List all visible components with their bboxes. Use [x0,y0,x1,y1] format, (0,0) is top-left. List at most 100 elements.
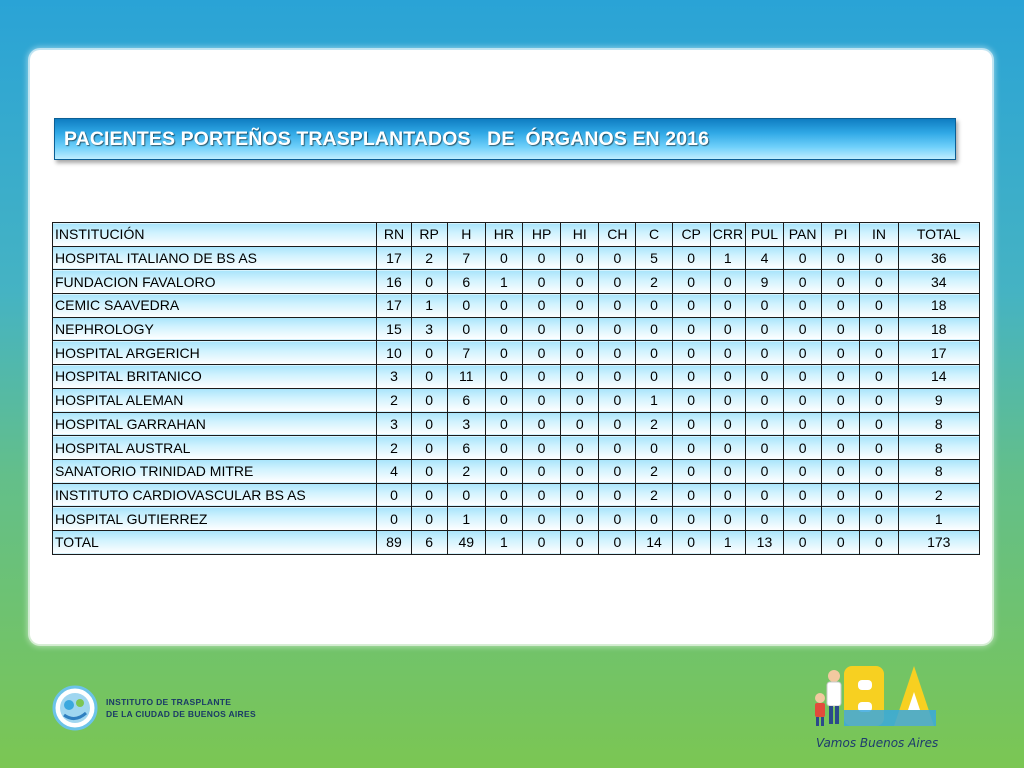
value-cell: 0 [560,293,600,318]
value-cell: 6 [446,435,486,460]
value-cell: 0 [783,293,823,318]
value-cell: 0 [521,482,562,508]
value-cell: 0 [744,458,785,484]
value-cell: 89 [376,529,412,555]
value-cell: 0 [821,364,861,389]
value-cell: 0 [744,506,785,531]
value-cell: 8 [897,411,981,437]
value-cell: 0 [598,364,637,389]
value-cell: 0 [671,506,711,531]
value-cell: 0 [671,269,711,295]
value-cell: 0 [521,435,562,460]
column-header: HP [521,222,562,247]
value-cell: 0 [821,435,861,460]
value-cell: 18 [897,316,981,342]
value-cell: 0 [598,458,637,484]
value-cell: 0 [783,387,823,413]
value-cell: 0 [484,506,523,531]
value-cell: 17 [376,245,412,271]
value-cell: 8 [897,458,981,484]
value-cell: 0 [521,387,562,413]
value-cell: 0 [560,245,600,271]
value-cell: 0 [410,482,448,508]
value-cell: 1 [484,529,523,555]
value-cell: 0 [598,506,637,531]
value-cell: 17 [897,340,981,366]
value-cell: 0 [783,435,823,460]
value-cell: 7 [446,245,486,271]
value-cell: 6 [410,529,448,555]
value-cell: 0 [859,435,899,460]
value-cell: 0 [484,364,523,389]
value-cell: 173 [897,529,981,555]
ba-logo-icon [815,666,936,726]
value-cell: 0 [821,387,861,413]
value-cell: 6 [446,387,486,413]
value-cell: 0 [859,293,899,318]
value-cell: 0 [446,316,486,342]
institution-cell: HOSPITAL BRITANICO [51,364,378,389]
value-cell: 0 [859,411,899,437]
institution-cell: HOSPITAL ARGERICH [51,340,378,366]
value-cell: 0 [821,482,861,508]
column-header: RP [410,222,448,247]
table-row: HOSPITAL BRITANICO 3 0 11 0 0 0 0 0 0 0 0 0 0 0 14 [51,364,981,389]
value-cell: 6 [446,269,486,295]
value-cell: 0 [484,316,523,342]
value-cell: 0 [376,482,412,508]
value-cell: 2 [376,387,412,413]
table-row: HOSPITAL AUSTRAL 2 0 6 0 0 0 0 0 0 0 0 0 0 0 8 [51,435,981,460]
value-cell: 0 [783,340,823,366]
value-cell: 0 [671,364,711,389]
value-cell: 0 [744,435,785,460]
value-cell: 0 [410,340,448,366]
ba-logo: Vamos Buenos Aires [808,654,958,760]
value-cell: 1 [897,506,981,531]
ministry-circle-logo-icon [52,685,98,731]
column-header: HR [484,222,523,247]
value-cell: 5 [635,245,673,271]
value-cell: 0 [821,529,861,555]
value-cell: 0 [560,482,600,508]
value-cell: 0 [484,293,523,318]
institution-cell: HOSPITAL GUTIERREZ [51,506,378,531]
value-cell: 0 [744,482,785,508]
value-cell: 0 [744,411,785,437]
value-cell: 0 [671,411,711,437]
value-cell: 0 [744,340,785,366]
value-cell: 0 [446,293,486,318]
value-cell: 0 [410,506,448,531]
value-cell: 3 [376,364,412,389]
value-cell: 0 [484,340,523,366]
value-cell: 0 [376,506,412,531]
value-cell: 0 [410,458,448,484]
value-cell: 0 [821,458,861,484]
value-cell: 0 [484,482,523,508]
value-cell: 2 [446,458,486,484]
value-cell: 0 [744,387,785,413]
value-cell: 0 [821,316,861,342]
transplant-table: INSTITUCIÓN RN RP H HR HP HI CH C CP CRR PUL PAN PI IN… [51,222,981,555]
value-cell: 0 [635,340,673,366]
table-row: HOSPITAL ITALIANO DE BS AS 17 2 7 0 0 0 0 5 0 1 4 0 0… [51,245,981,271]
value-cell: 0 [859,387,899,413]
table-row: HOSPITAL ARGERICH 10 0 7 0 0 0 0 0 0 0 0 0 0 0 17 [51,340,981,366]
value-cell: 2 [897,482,981,508]
value-cell: 0 [671,316,711,342]
value-cell: 10 [376,340,412,366]
value-cell: 0 [410,364,448,389]
value-cell: 0 [410,411,448,437]
value-cell: 0 [560,529,600,555]
value-cell: 0 [484,411,523,437]
column-header: IN [859,222,899,247]
value-cell: 0 [709,364,746,389]
value-cell: 0 [859,482,899,508]
value-cell: 3 [410,316,448,342]
value-cell: 0 [783,529,823,555]
value-cell: 0 [671,293,711,318]
value-cell: 2 [635,482,673,508]
value-cell: 0 [410,387,448,413]
value-cell: 0 [671,245,711,271]
value-cell: 0 [783,482,823,508]
value-cell: 0 [859,506,899,531]
